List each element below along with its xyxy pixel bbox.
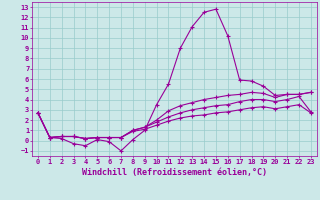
X-axis label: Windchill (Refroidissement éolien,°C): Windchill (Refroidissement éolien,°C) bbox=[82, 168, 267, 177]
